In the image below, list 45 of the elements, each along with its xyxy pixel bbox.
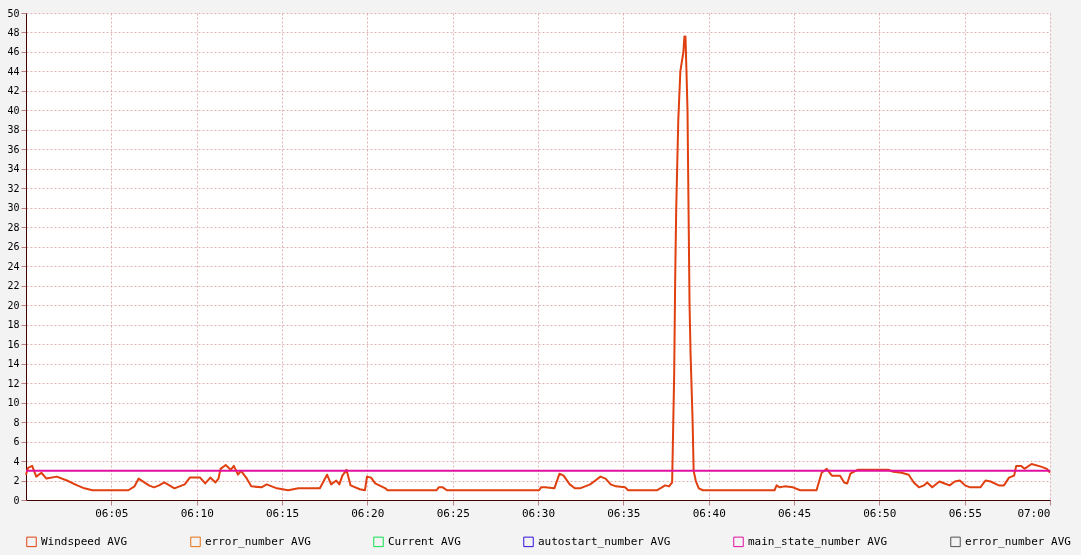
y-tick-label: 16 [7, 338, 20, 350]
legend-label: autostart_number AVG [538, 534, 671, 548]
x-tick-label: 06:20 [351, 506, 385, 520]
y-tick-label: 8 [13, 416, 20, 428]
y-tick-label: 20 [7, 299, 20, 311]
x-tick-label: 06:15 [265, 506, 300, 520]
x-tick-label: 06:40 [692, 506, 726, 520]
y-tick-label: 22 [7, 280, 20, 292]
x-tick-label: 06:55 [948, 506, 982, 520]
y-tick-label: 14 [7, 358, 20, 370]
legend-label: error_number AVG [965, 534, 1071, 548]
legend-label: Current AVG [388, 534, 461, 548]
y-tick-label: 44 [7, 65, 20, 77]
y-tick-label: 40 [7, 104, 20, 116]
y-tick-label: 38 [7, 124, 20, 136]
x-tick-label: 07:00 [1017, 506, 1051, 520]
x-tick-label: 06:45 [777, 506, 812, 520]
line-series [25, 35, 1051, 492]
x-tick-label: 06:50 [863, 506, 897, 520]
y-tick-label: 30 [7, 202, 20, 214]
y-tick-label: 0 [13, 494, 20, 506]
y-tick-label: 34 [7, 163, 20, 175]
y-tick-label: 26 [7, 241, 20, 253]
y-tick-label: 10 [7, 397, 20, 409]
y-tick-label: 36 [7, 143, 20, 155]
x-tick-label: 06:25 [436, 506, 470, 520]
y-tick-label: 42 [7, 85, 20, 97]
legend-label: error_number AVG [205, 534, 311, 548]
y-tick-label: 18 [7, 319, 20, 331]
x-tick-label: 06:30 [521, 506, 556, 520]
y-tick-label: 32 [7, 182, 20, 194]
x-tick-label: 06:10 [180, 506, 214, 520]
x-tick-label: 06:35 [607, 506, 641, 520]
y-tick-label: 46 [7, 46, 20, 58]
y-tick-label: 24 [7, 260, 20, 272]
y-tick-label: 50 [7, 7, 20, 19]
y-tick-label: 4 [13, 455, 20, 467]
y-tick-label: 28 [7, 221, 20, 233]
legend-label: Windspeed AVG [41, 534, 128, 548]
y-tick-label: 6 [13, 436, 20, 448]
y-tick-label: 2 [13, 475, 20, 487]
y-tick-label: 48 [7, 26, 20, 38]
y-tick-label: 12 [7, 377, 20, 389]
legend-label: main_state_number AVG [748, 534, 888, 548]
x-tick-label: 06:05 [95, 506, 129, 520]
